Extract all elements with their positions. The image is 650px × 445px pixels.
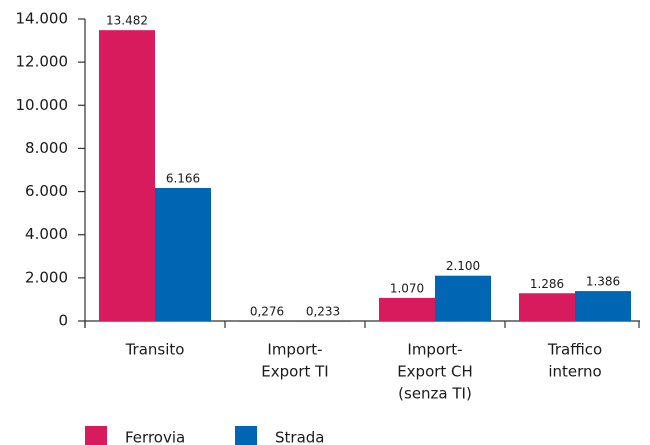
y-tick-label: 8.000: [25, 139, 68, 157]
bar: [239, 320, 295, 322]
legend-label: Strada: [275, 429, 324, 445]
bar: [379, 297, 435, 321]
value-label: 6.166: [166, 171, 200, 185]
y-tick-label: 4.000: [25, 225, 68, 243]
y-tick-label: 2.000: [25, 268, 68, 286]
value-label: 1.386: [586, 275, 620, 289]
value-label: 1.286: [530, 277, 564, 291]
x-tick-label: (senza TI): [398, 385, 472, 403]
y-tick-label: 6.000: [25, 182, 68, 200]
x-tick-label: Import-: [267, 341, 322, 359]
bar: [295, 320, 351, 322]
value-label: 0,233: [306, 304, 340, 318]
x-tick-label: Transito: [125, 341, 185, 359]
value-label: 2.100: [446, 259, 480, 273]
x-tick-label: Export TI: [261, 363, 328, 381]
bar: [519, 293, 575, 321]
bar: [575, 291, 631, 321]
x-tick-label: interno: [548, 363, 601, 381]
value-label: 13.482: [106, 14, 148, 28]
y-tick-label: 12.000: [16, 53, 69, 71]
legend-swatch: [85, 426, 107, 445]
bar: [435, 275, 491, 321]
bar: [99, 30, 155, 321]
x-tick-label: Import-: [407, 341, 462, 359]
value-label: 0,276: [250, 304, 284, 318]
y-tick-label: 10.000: [16, 96, 69, 114]
bar: [155, 187, 211, 321]
value-label: 1.070: [390, 281, 424, 295]
x-tick-label: Traffico: [547, 341, 602, 359]
legend-swatch: [235, 426, 257, 445]
x-tick-label: Export CH: [397, 363, 473, 381]
y-tick-label: 14.000: [16, 10, 69, 28]
y-tick-label: 0: [58, 312, 68, 330]
legend-label: Ferrovia: [125, 429, 185, 445]
